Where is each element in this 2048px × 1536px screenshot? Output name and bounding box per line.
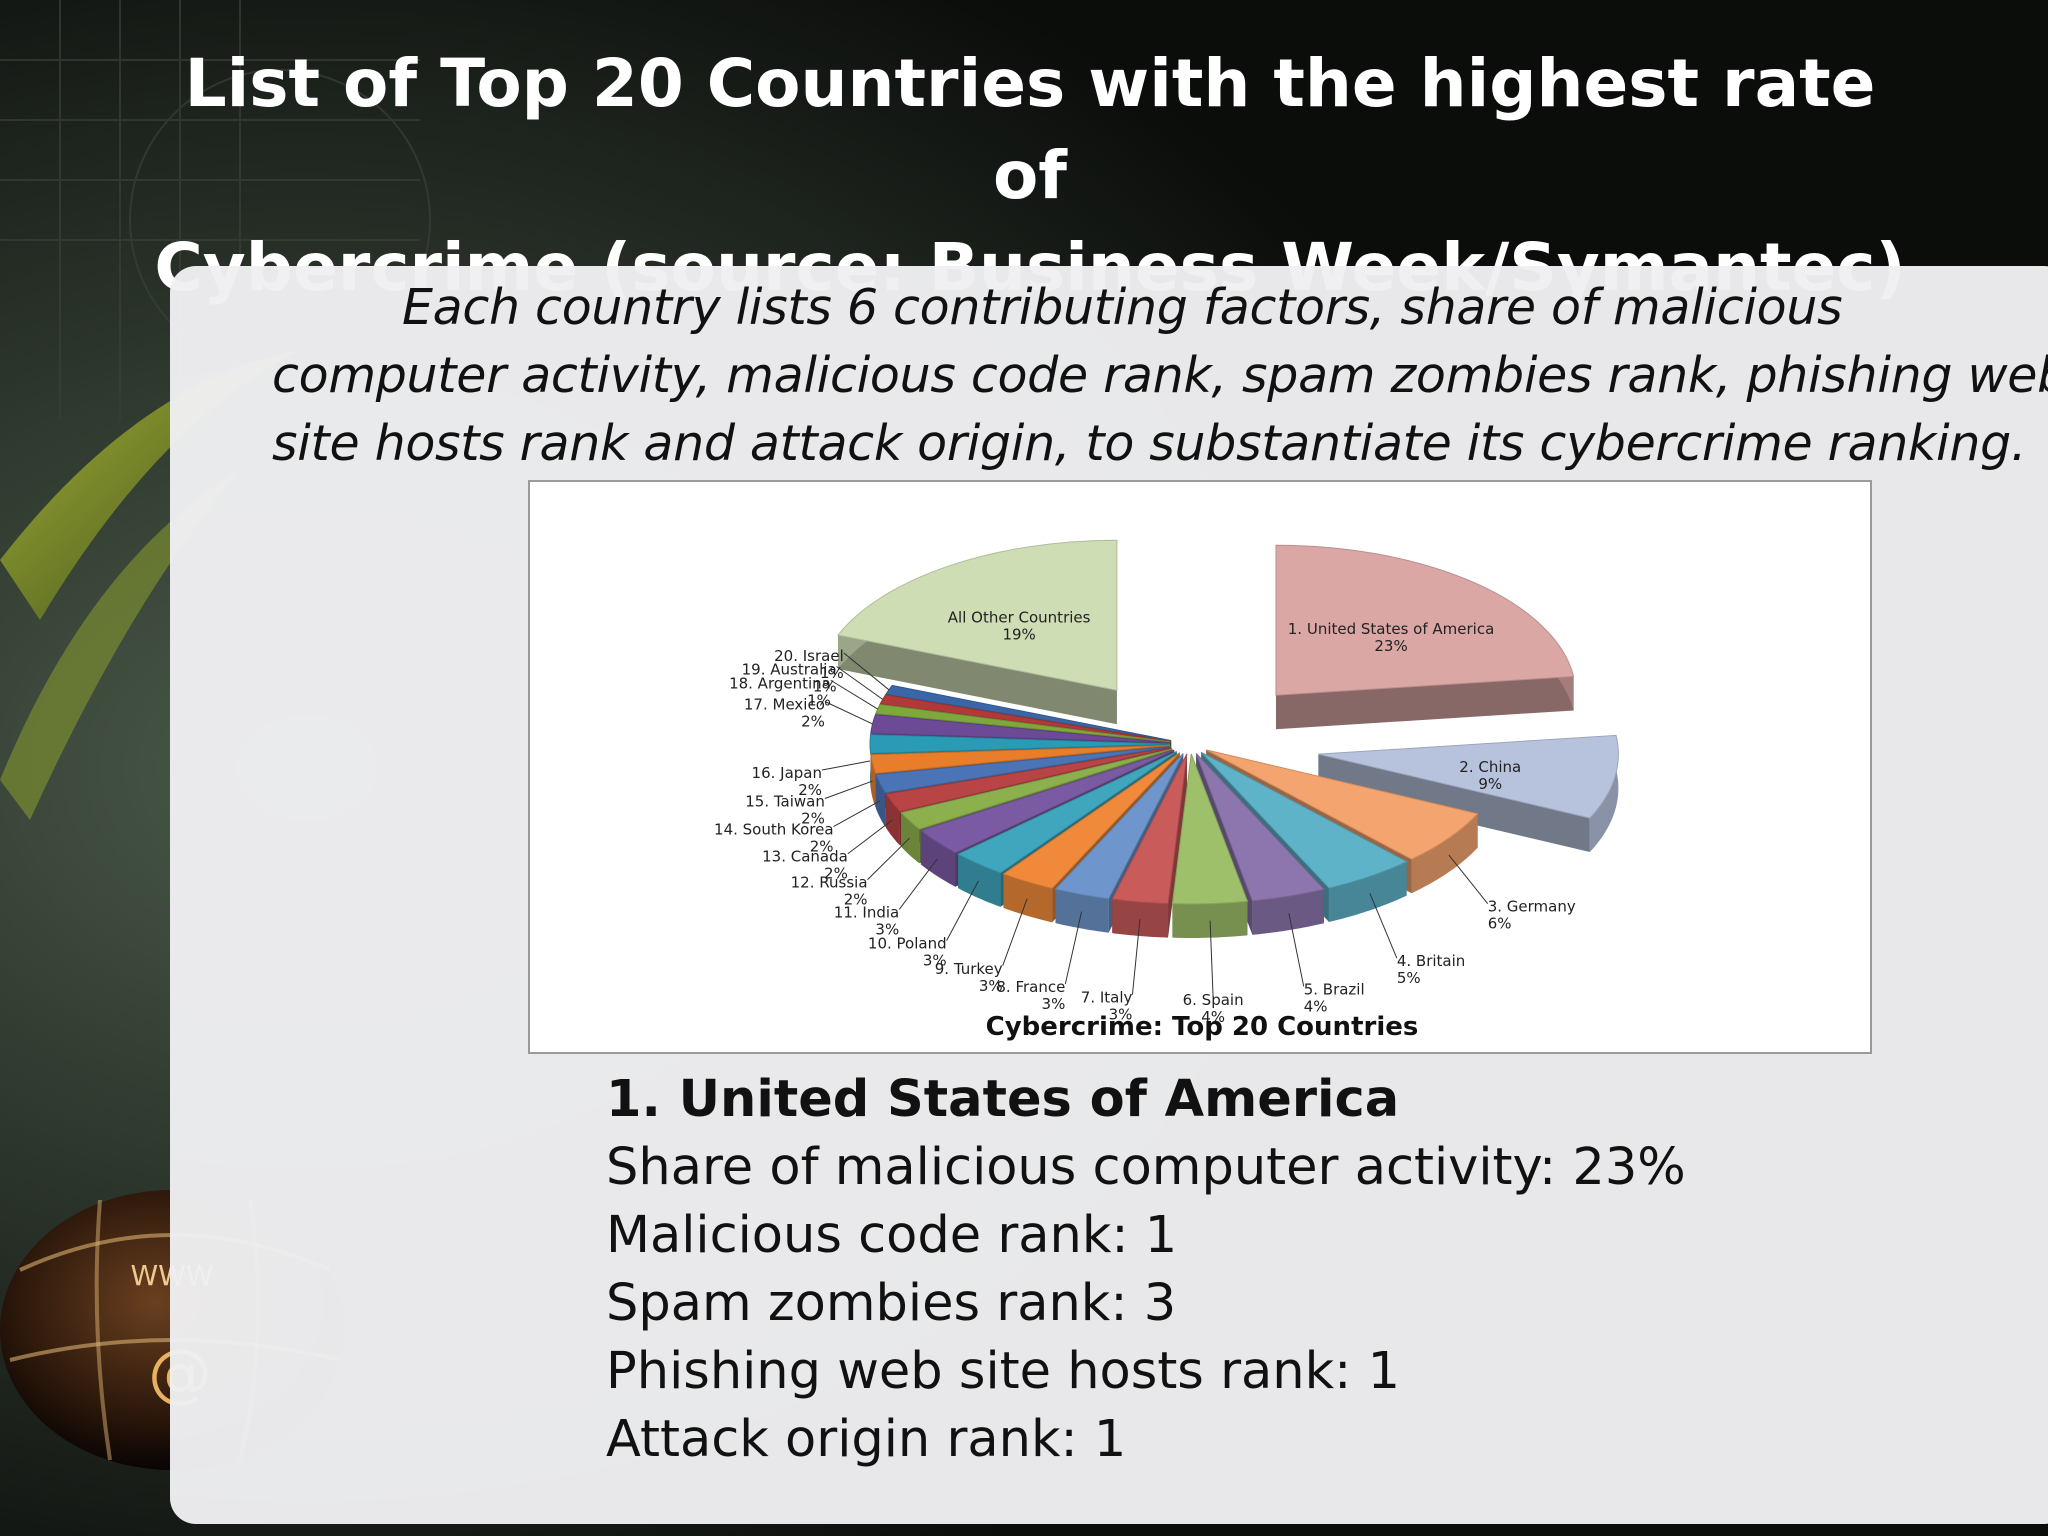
slice-label-17-mexico: 17. Mexico 2% [744,695,825,730]
slice-label-7-italy: 7. Italy 3% [1081,989,1133,1024]
slice-label-9-turkey: 9. Turkey 3% [935,960,1003,995]
leader-line [830,679,878,710]
leader-line [836,666,883,700]
chart-title: Cybercrime: Top 20 Countries [986,1012,1419,1042]
leader-line [898,858,938,910]
slice-label-1-united-states-of-america: 1. United States of America 23% [1288,620,1495,655]
slice-label-14-south-korea: 14. South Korea 2% [714,821,834,856]
slice-label-5-brazil: 5. Brazil 4% [1304,980,1365,1015]
pie-slice-all-other-countries [837,539,1118,725]
leader-line [821,760,871,771]
leader-line [1131,918,1141,995]
slice-label-2-china: 2. China 9% [1459,758,1521,793]
details-spam-zombies: Spam zombies rank: 3 [606,1274,1177,1333]
pie-slices [837,539,1619,938]
leader-line [1369,893,1398,959]
slice-label-18-argentina: 18. Argentina 1% [729,674,831,709]
pie-slice-1-united-states-of-america [1275,544,1575,730]
leader-line [843,652,890,691]
slice-label-20-israel: 20. Israel 1% [774,647,844,682]
intro-text: Each country lists 6 contributing factor… [272,274,2048,478]
slice-label-4-britain: 4. Britain 5% [1397,952,1465,987]
leader-line [1288,913,1305,987]
leader-line [824,780,873,799]
slice-label-all-other-countries: All Other Countries 19% [948,608,1091,643]
intro-line2: computer activity, malicious code rank, … [272,347,2048,404]
leader-line [1448,854,1489,905]
leader-line [824,701,873,725]
slice-label-13-canada: 13. Canada 2% [762,848,848,883]
leader-line [1209,920,1214,998]
slice-label-6-spain: 6. Spain 4% [1183,991,1244,1026]
pie-slice-7-italy [1111,753,1188,938]
details-heading: 1. United States of America [606,1070,1400,1129]
slice-label-16-japan: 16. Japan 2% [752,764,822,799]
slide-title-line1: List of Top 20 Countries with the highes… [184,45,1876,214]
leader-line [847,819,893,855]
leader-line [833,800,881,828]
details-malicious-code: Malicious code rank: 1 [606,1206,1178,1265]
pie-labels: 1. United States of America 23% 2. China 9%… [714,608,1576,1026]
intro-line1: Each country lists 6 contributing factor… [402,279,1843,336]
leader-line [867,837,910,880]
intro-line3: site hosts rank and attack origin, to su… [272,415,2027,472]
leader-line [946,880,979,941]
slice-label-19-australia: 19. Australia 1% [742,661,837,696]
pie-chart: 1. United States of America 23% 2. China 9%… [714,539,1619,1042]
pie-slice-6-spain [1171,753,1249,938]
details-phishing: Phishing web site hosts rank: 1 [606,1342,1401,1401]
slice-label-8-france: 8. France 3% [996,978,1065,1013]
slice-label-10-poland: 10. Poland 3% [868,935,947,970]
slice-label-15-taiwan: 15. Taiwan 2% [745,793,825,828]
pie-chart-frame: 1. United States of America 23% 2. China 9%… [528,480,1872,1054]
slice-label-11-india: 11. India 3% [834,903,899,938]
pie-slice-2-china [1318,734,1619,853]
slice-label-3-germany: 3. Germany 6% [1488,898,1576,933]
leader-line [1002,898,1028,966]
details-attack-origin: Attack origin rank: 1 [606,1410,1127,1469]
details-share: Share of malicious computer activity: 23… [606,1138,1686,1197]
country-details: 1. United States of America Share of mal… [606,1066,1906,1474]
slice-label-12-russia: 12. Russia 2% [791,874,868,909]
leader-line [1064,911,1083,985]
